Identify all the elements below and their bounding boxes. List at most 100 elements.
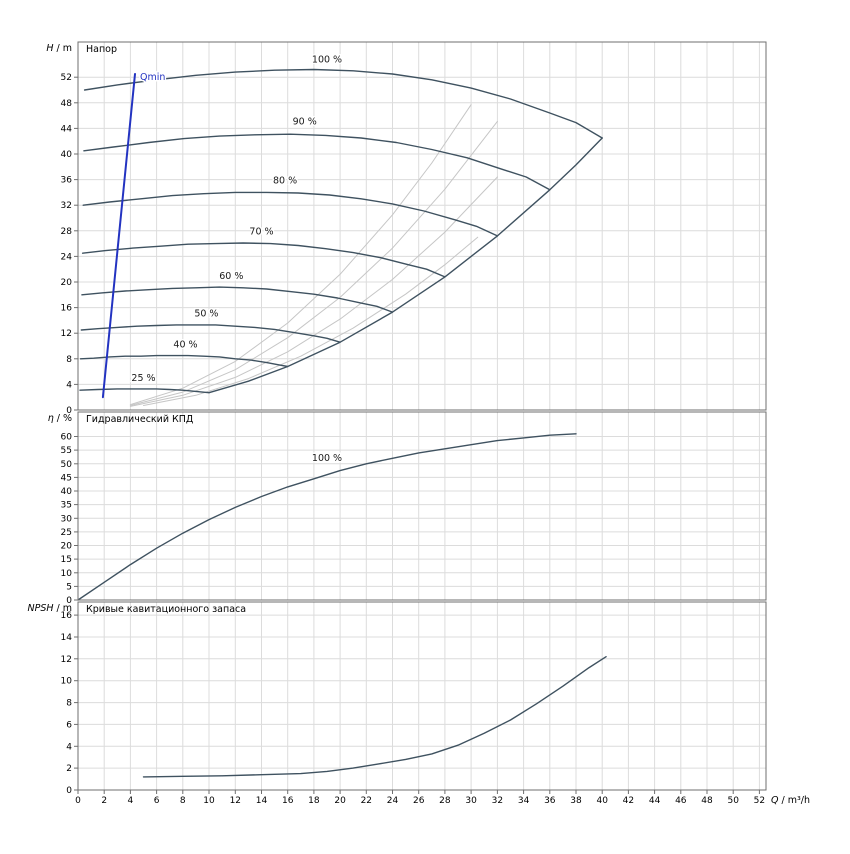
x-tick-label: 38 [570, 796, 582, 806]
npsh-panel-title: Кривые кавитационного запаса [86, 604, 246, 615]
speed-70-label: 70 % [249, 227, 273, 238]
x-tick-label: 6 [154, 796, 160, 806]
y-tick-label: 36 [61, 176, 73, 186]
x-tick-label: 24 [387, 796, 399, 806]
x-tick-label: 8 [180, 796, 186, 806]
y-tick-label: 24 [61, 252, 73, 262]
x-tick-label: 10 [203, 796, 215, 806]
x-tick-label: 14 [256, 796, 268, 806]
iso-efficiency-2-line [129, 120, 498, 406]
y-tick-label: 0 [66, 406, 72, 416]
x-tick-label: 30 [465, 796, 477, 806]
speed-40-line [79, 354, 289, 368]
y-tick-label: 30 [61, 514, 73, 524]
panel-border [77, 411, 767, 601]
x-tick-label: 42 [623, 796, 634, 806]
x-axis-label: Q / m³/h [771, 795, 810, 806]
y-tick-label: 16 [61, 611, 73, 621]
speed-90-label: 90 % [293, 117, 317, 128]
speed-70-line [81, 242, 446, 278]
qmin-line [101, 73, 136, 399]
y-tick-label: 5 [66, 582, 72, 592]
speed-50-label: 50 % [194, 309, 218, 320]
npsh-y-axis-label: NPSH / m [27, 603, 72, 614]
y-tick-label: 4 [66, 742, 72, 752]
speed-25-label: 25 % [131, 373, 155, 384]
y-tick-label: 8 [66, 699, 72, 709]
y-tick-label: 52 [61, 73, 72, 83]
y-tick-label: 10 [61, 677, 73, 687]
x-tick-label: 22 [361, 796, 372, 806]
x-tick-label: 50 [727, 796, 739, 806]
x-tick-label: 36 [544, 796, 556, 806]
speed-90-line [83, 133, 551, 191]
y-tick-label: 44 [61, 124, 73, 134]
y-tick-label: 8 [66, 355, 72, 365]
max-flow-envelope-line [208, 137, 603, 394]
y-tick-label: 35 [61, 501, 72, 511]
efficiency-panel-title: Гидравлический КПД [86, 414, 193, 425]
x-tick-label: 26 [413, 796, 425, 806]
x-tick-label: 32 [492, 796, 503, 806]
y-tick-label: 28 [61, 227, 73, 237]
y-tick-label: 15 [61, 555, 72, 565]
speed-50-line [80, 324, 341, 343]
y-tick-label: 12 [61, 329, 72, 339]
x-tick-label: 18 [308, 796, 320, 806]
y-tick-label: 40 [61, 150, 73, 160]
y-tick-label: 4 [66, 380, 72, 390]
y-tick-label: 6 [66, 720, 72, 730]
efficiency-100-line [77, 433, 577, 601]
y-tick-label: 50 [61, 460, 73, 470]
x-tick-label: 20 [334, 796, 346, 806]
speed-60-label: 60 % [219, 271, 243, 282]
y-tick-label: 16 [61, 304, 73, 314]
speed-80-line [82, 191, 499, 237]
speed-80-label: 80 % [273, 175, 297, 186]
y-tick-label: 20 [61, 542, 73, 552]
y-tick-label: 14 [61, 633, 73, 643]
x-axis: 0 2 4 6 8 10 12 14 16 18 20 22 24 26 28 30 32 34 36 38 40 42 4… [75, 790, 810, 806]
iso-efficiency-4-line [143, 236, 479, 406]
efficiency-100-label: 100 % [312, 453, 342, 464]
panel-efficiency: 0 5 10 15 20 25 30 35 40 45 50 55 60 η / % Гидравличес… [48, 411, 767, 606]
iso-efficiency-1-line [129, 104, 472, 406]
y-tick-label: 20 [61, 278, 73, 288]
speed-100-line [83, 68, 603, 139]
y-tick-label: 0 [66, 596, 72, 606]
x-tick-label: 40 [596, 796, 608, 806]
y-tick-label: 55 [61, 446, 72, 456]
efficiency-y-axis-label: η / % [48, 413, 72, 424]
x-tick-label: 4 [128, 796, 134, 806]
y-tick-label: 60 [61, 433, 73, 443]
x-tick-label: 52 [754, 796, 765, 806]
panel-border [77, 601, 767, 791]
head-panel-title: Напор [86, 44, 117, 55]
y-tick-label: 0 [66, 786, 72, 796]
panel-border [77, 41, 767, 411]
y-tick-label: 2 [66, 764, 72, 774]
speed-100-label: 100 % [312, 55, 342, 66]
speed-40-label: 40 % [173, 339, 197, 350]
x-tick-label: 28 [439, 796, 451, 806]
y-tick-label: 12 [61, 655, 72, 665]
y-tick-label: 40 [61, 487, 73, 497]
npsh-curve-line [142, 656, 607, 778]
x-tick-label: 46 [675, 796, 687, 806]
x-tick-label: 34 [518, 796, 530, 806]
y-tick-label: 32 [61, 201, 72, 211]
y-tick-label: 45 [61, 473, 72, 483]
x-tick-label: 2 [101, 796, 107, 806]
x-tick-label: 0 [75, 796, 81, 806]
x-tick-label: 16 [282, 796, 294, 806]
x-tick-label: 44 [649, 796, 661, 806]
speed-60-line [81, 286, 394, 313]
head-y-axis-label: H / m [46, 43, 72, 54]
y-tick-label: 10 [61, 569, 73, 579]
y-tick-label: 48 [61, 99, 73, 109]
